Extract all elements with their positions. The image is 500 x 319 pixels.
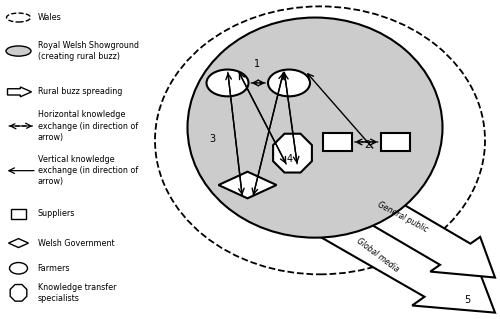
- Text: Farmers: Farmers: [38, 264, 70, 273]
- Text: 3: 3: [210, 134, 216, 144]
- Text: Vertical knowledge
exchange (in direction of
arrow): Vertical knowledge exchange (in directio…: [38, 155, 138, 186]
- Text: General public: General public: [376, 200, 429, 234]
- Polygon shape: [218, 172, 276, 198]
- Text: 5: 5: [464, 295, 470, 305]
- Polygon shape: [248, 168, 495, 313]
- Ellipse shape: [188, 18, 442, 238]
- Circle shape: [268, 70, 310, 96]
- Bar: [323, 133, 352, 151]
- Polygon shape: [268, 143, 495, 278]
- Ellipse shape: [6, 46, 31, 56]
- Polygon shape: [10, 285, 27, 301]
- Text: Royal Welsh Showground
(creating rural buzz): Royal Welsh Showground (creating rural b…: [38, 41, 138, 61]
- Text: 1: 1: [254, 59, 260, 69]
- Text: Suppliers: Suppliers: [38, 209, 75, 218]
- Text: 2: 2: [364, 140, 370, 150]
- Polygon shape: [8, 87, 32, 97]
- Polygon shape: [273, 134, 312, 173]
- Text: 4: 4: [287, 154, 293, 165]
- Bar: [11, 209, 26, 219]
- Text: Horizontal knowledge
exchange (in direction of
arrow): Horizontal knowledge exchange (in direct…: [38, 110, 138, 142]
- Text: Welsh Government: Welsh Government: [38, 239, 114, 248]
- Circle shape: [206, 70, 248, 96]
- Text: Wales: Wales: [38, 13, 61, 22]
- Circle shape: [10, 263, 28, 274]
- Text: Global media: Global media: [354, 236, 401, 274]
- Polygon shape: [8, 239, 28, 248]
- Text: Knowledge transfer
specialists: Knowledge transfer specialists: [38, 283, 116, 303]
- Text: Rural buzz spreading: Rural buzz spreading: [38, 87, 122, 96]
- Bar: [380, 133, 410, 151]
